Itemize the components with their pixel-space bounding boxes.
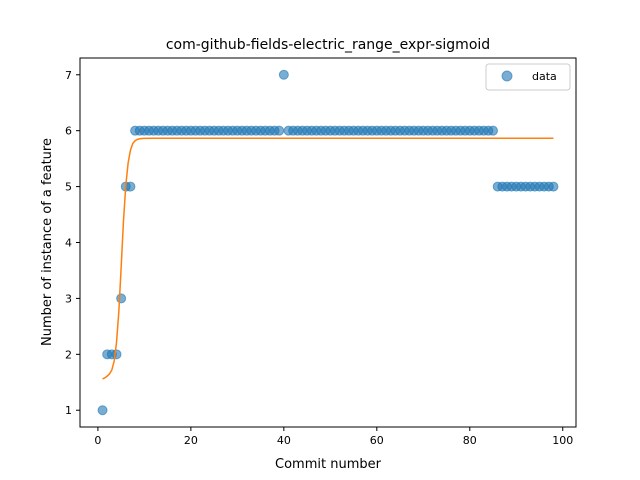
data-point <box>488 125 499 136</box>
legend: data <box>485 63 571 91</box>
x-tick-label: 80 <box>463 434 477 447</box>
y-tick-label: 5 <box>65 181 72 194</box>
y-axis-ticks: 1 2 3 4 5 6 7 <box>65 69 80 417</box>
data-point <box>97 405 108 416</box>
data-point <box>548 181 559 192</box>
data-point <box>125 181 136 192</box>
x-axis-ticks: 0 20 40 60 80 100 <box>94 427 573 447</box>
x-tick-label: 60 <box>370 434 384 447</box>
legend-marker-data <box>501 70 513 82</box>
y-axis-label: Number of instance of a feature <box>40 138 55 346</box>
data-point <box>116 293 127 304</box>
y-tick-label: 2 <box>65 348 72 361</box>
chart-title: com-github-fields-electric_range_expr-si… <box>166 37 490 53</box>
x-tick-label: 0 <box>94 434 101 447</box>
x-tick-label: 100 <box>552 434 573 447</box>
y-tick-label: 3 <box>65 292 72 305</box>
legend-box <box>485 63 571 91</box>
fit-curve-line <box>102 137 554 380</box>
legend-label-data: data <box>532 70 557 83</box>
y-tick-label: 6 <box>65 125 72 138</box>
x-tick-label: 40 <box>277 434 291 447</box>
data-point <box>278 69 289 80</box>
data-point <box>111 349 122 360</box>
x-axis-label: Commit number <box>275 457 382 472</box>
x-tick-label: 20 <box>184 434 198 447</box>
y-tick-label: 7 <box>65 69 72 82</box>
plot-area <box>97 69 559 416</box>
data-point <box>274 125 285 136</box>
y-tick-label: 1 <box>65 404 72 417</box>
y-tick-label: 4 <box>65 237 72 250</box>
